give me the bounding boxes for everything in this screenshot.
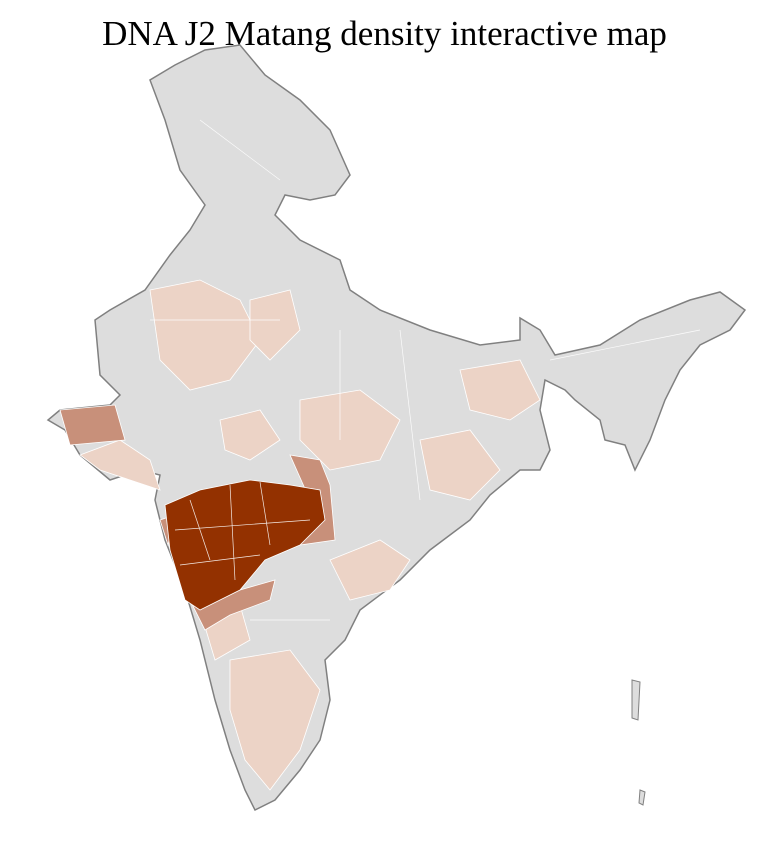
region-gujarat-kutch xyxy=(59,404,126,446)
andaman-islands xyxy=(631,679,646,806)
low-density-districts xyxy=(79,279,541,791)
region-maharashtra[interactable] xyxy=(164,479,326,611)
district-lines xyxy=(150,119,701,621)
map-title: DNA J2 Matang density interactive map xyxy=(102,14,667,53)
